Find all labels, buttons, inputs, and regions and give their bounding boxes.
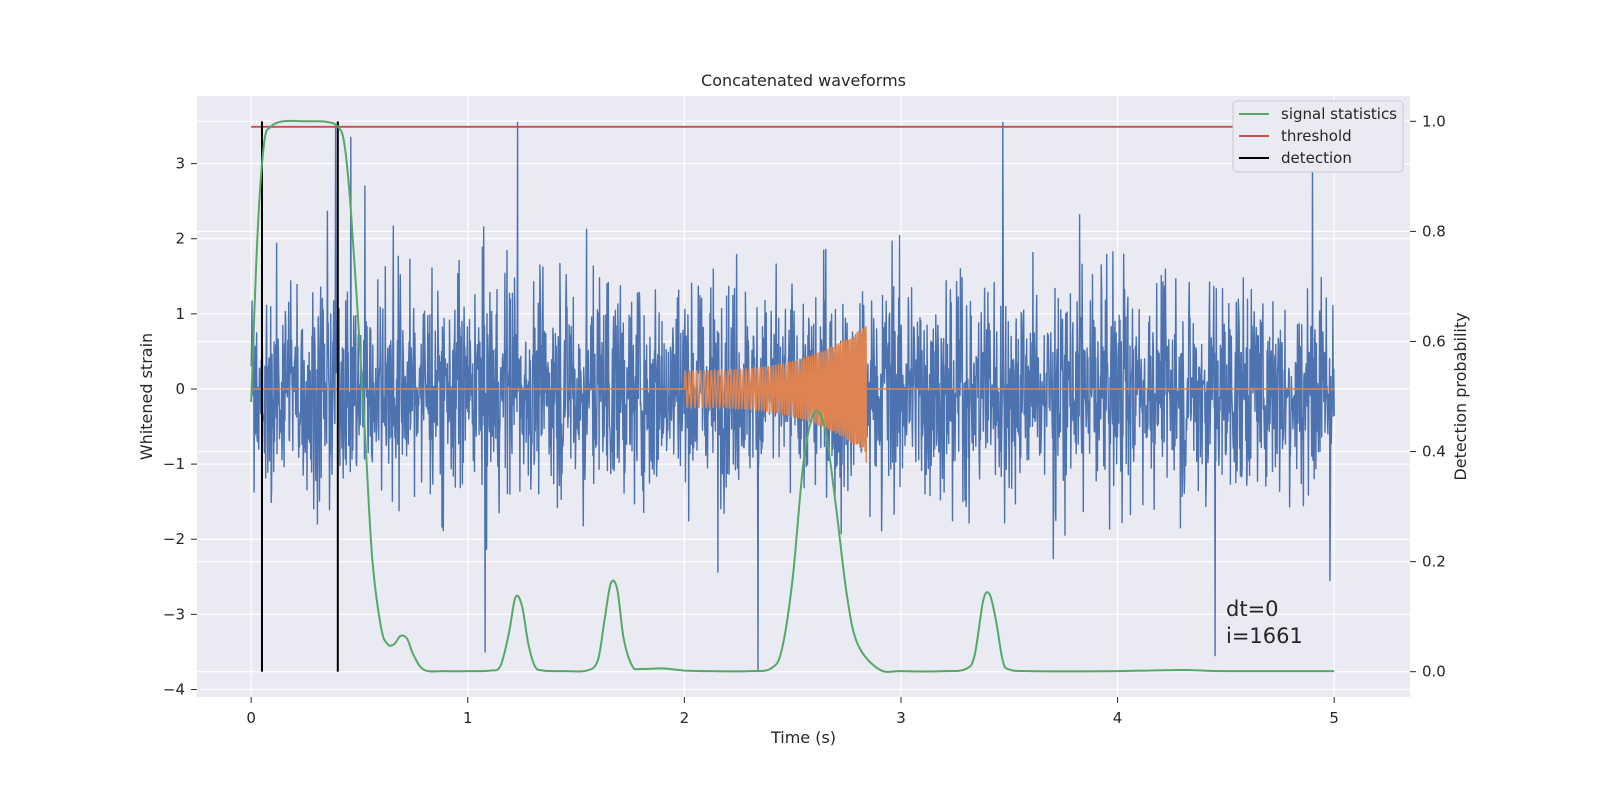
y-tick-label: 2: [175, 230, 185, 248]
annotation-index: i=1661: [1226, 624, 1303, 648]
x-axis-label: Time (s): [770, 728, 836, 747]
x-tick-label: 4: [1113, 709, 1123, 727]
series-layer: [250, 119, 1335, 673]
y-tick-label: 3: [175, 155, 185, 173]
y-tick-label: 1: [175, 305, 185, 323]
y-right-tick-label: 0.0: [1422, 663, 1446, 681]
y-tick-label: −4: [163, 680, 185, 698]
x-tick-label: 2: [680, 709, 690, 727]
chirp-waveform-line: [683, 326, 867, 463]
x-tick-label: 3: [896, 709, 906, 727]
x-tick-label: 0: [246, 709, 256, 727]
axis-layer: 0 1 2 3 4 5 −4 −3 −2 −1 0 1 2 3 0.0 0.2 0.4 0.6 0.8 1.0: [163, 112, 1446, 727]
strain-noise-line: [250, 121, 1335, 672]
x-tick-label: 1: [463, 709, 473, 727]
chart-title: Concatenated waveforms: [701, 71, 906, 90]
legend-box: [1232, 100, 1404, 173]
annotation-dt: dt=0: [1226, 597, 1279, 621]
y-axis-label: Whitened strain: [137, 333, 156, 460]
legend-label-signal-statistics: signal statistics: [1281, 105, 1397, 123]
legend: signal statistics threshold detection: [1232, 100, 1404, 173]
y-right-tick-label: 0.8: [1422, 222, 1446, 240]
legend-label-threshold: threshold: [1281, 127, 1352, 145]
y-tick-label: −2: [163, 530, 185, 548]
y-right-tick-label: 1.0: [1422, 112, 1446, 130]
y-tick-label: −3: [163, 605, 185, 623]
y-tick-label: 0: [175, 380, 185, 398]
y-right-tick-label: 0.4: [1422, 443, 1446, 461]
signal-statistics-line: [250, 119, 1335, 673]
y-right-tick-label: 0.6: [1422, 332, 1446, 350]
y-right-tick-label: 0.2: [1422, 553, 1446, 571]
x-tick-label: 5: [1329, 709, 1339, 727]
y-right-axis-label: Detection probability: [1451, 312, 1470, 480]
y-tick-label: −1: [163, 455, 185, 473]
legend-label-detection: detection: [1281, 149, 1352, 167]
